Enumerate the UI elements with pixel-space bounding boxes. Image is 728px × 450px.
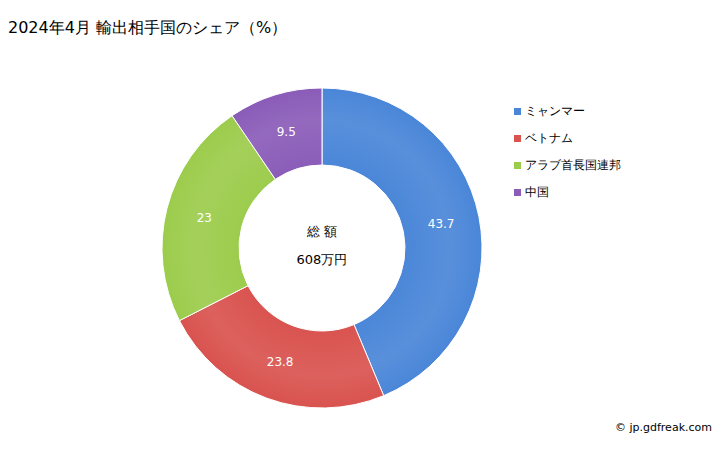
legend-label: ミャンマー <box>525 104 585 118</box>
legend-swatch <box>514 135 521 142</box>
data-label: 43.7 <box>428 217 455 231</box>
legend-swatch <box>514 162 521 169</box>
slice <box>232 88 322 179</box>
legend-label: ベトナム <box>525 131 573 145</box>
data-labels: 43.7 23.8 23 9.5 <box>197 125 455 369</box>
legend-label: 中国 <box>525 185 549 199</box>
source: © jp.gdfreak.com <box>615 421 712 434</box>
chart: 2024年4月 輸出相手国のシェア（%） 43.7 23.8 23 9.5 総 額 608万… <box>0 0 728 450</box>
data-label: 23 <box>197 211 212 225</box>
legend-swatch <box>514 108 521 115</box>
legend-label: アラブ首長国連邦 <box>525 158 621 172</box>
center-value: 608万円 <box>297 252 348 267</box>
slices <box>162 88 482 408</box>
legend: ミャンマーベトナムアラブ首長国連邦中国 <box>514 104 621 199</box>
center-label: 総 額 <box>306 224 337 239</box>
legend-swatch <box>514 189 521 196</box>
data-label: 23.8 <box>267 355 294 369</box>
title: 2024年4月 輸出相手国のシェア（%） <box>8 18 287 37</box>
data-label: 9.5 <box>277 125 296 139</box>
